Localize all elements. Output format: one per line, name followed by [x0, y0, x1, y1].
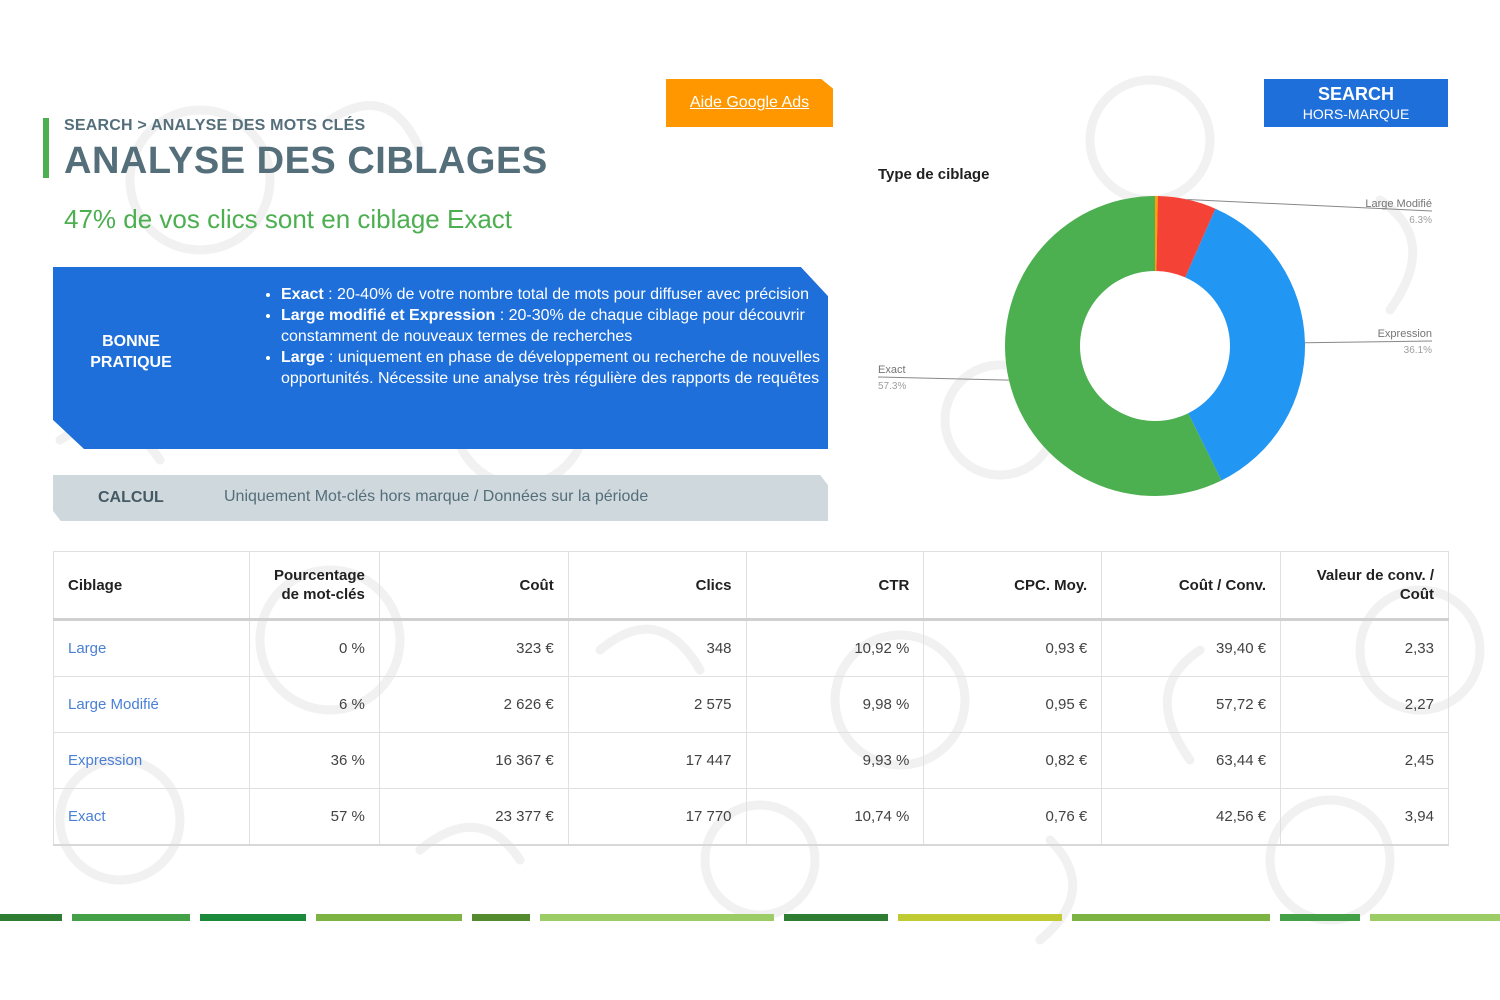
table-cell: 323 €	[378, 619, 569, 677]
table-cell: 57,72 €	[1101, 676, 1282, 733]
targeting-type-link[interactable]: Exact	[53, 788, 250, 846]
best-practice-item: Exact : 20-40% de votre nombre total de …	[281, 284, 828, 305]
pie-slice-large-modifie	[1156, 196, 1216, 278]
table-row: Large 0 % 323 €348 10,92 % 0,93 €39,40 €2,33	[53, 619, 1449, 677]
best-practice-list: Exact : 20-40% de votre nombre total de …	[243, 284, 828, 389]
table-cell: 42,56 €	[1101, 788, 1282, 846]
slice-label: Large Modifié	[1365, 198, 1432, 210]
table-cell: 0,95 €	[923, 676, 1103, 733]
slice-percent-label: 36.1%	[1404, 345, 1432, 356]
slice-leader-line	[877, 376, 1009, 381]
column-header: Valeur de conv. / Coût	[1280, 551, 1449, 620]
table-row: Expression 36 % 16 367 €17 447 9,93 % 0,82 €…	[53, 732, 1449, 789]
table-cell: 2,27	[1280, 676, 1449, 733]
table-cell: 10,92 %	[745, 619, 925, 677]
footer-stripe	[0, 914, 1500, 921]
table-cell: 17 447	[567, 732, 747, 789]
table-row: Large Modifié 6 % 2 626 €2 575 9,98 % 0,95 €…	[53, 676, 1449, 733]
table-cell: 0 %	[248, 619, 380, 677]
page-subtitle: 47% de vos clics sont en ciblage Exact	[64, 204, 513, 234]
table-cell: 2 626 €	[378, 676, 569, 733]
title-accent-bar	[43, 118, 49, 178]
slice-leader-line	[1187, 199, 1433, 212]
table-cell: 0,93 €	[923, 619, 1103, 677]
pie-slice-exact	[1005, 196, 1222, 496]
table-cell: 3,94	[1280, 788, 1449, 846]
table-cell: 348	[567, 619, 747, 677]
column-header: Ciblage	[53, 551, 250, 620]
chart-title: Type de ciblage	[878, 166, 990, 183]
column-header: CPC. Moy.	[923, 551, 1103, 620]
targeting-type-link[interactable]: Expression	[53, 732, 250, 789]
table-cell: 16 367 €	[378, 732, 569, 789]
table-cell: 57 %	[248, 788, 380, 846]
table-cell: 6 %	[248, 676, 380, 733]
badge-subtitle: HORS-MARQUE	[1302, 106, 1410, 122]
table-cell: 2 575	[567, 676, 747, 733]
table-cell: 10,74 %	[745, 788, 925, 846]
targeting-donut-chart: Large Modifié 6.3% Expression 36.1% Exact 57.…	[877, 196, 1433, 496]
slice-percent-label: 6.3%	[1409, 215, 1432, 226]
table-cell: 0,82 €	[923, 732, 1103, 789]
pie-slice-large	[1155, 196, 1158, 272]
table-cell: 2,33	[1280, 619, 1449, 677]
best-practice-item: Large : uniquement en phase de développe…	[281, 347, 828, 389]
google-ads-help-button[interactable]: Aide Google Ads	[666, 79, 833, 127]
page-title: ANALYSE DES CIBLAGES	[64, 140, 548, 182]
best-practice-panel: BONNE PRATIQUE Exact : 20-40% de votre n…	[53, 267, 828, 449]
slice-leader-line	[1304, 340, 1433, 344]
slice-label: Expression	[1378, 328, 1432, 340]
google-ads-help-link[interactable]: Aide Google Ads	[689, 94, 810, 111]
badge-title: SEARCH	[1317, 84, 1394, 104]
column-header: Coût	[378, 551, 569, 620]
calculation-text: Uniquement Mot-clés hors marque / Donnée…	[224, 488, 649, 505]
table-cell: 2,45	[1280, 732, 1449, 789]
table-header-row: Ciblage Pourcentage de mot-clés Coût Clics CT…	[53, 551, 1449, 620]
best-practice-item: Large modifié et Expression : 20-30% de …	[281, 305, 828, 347]
targeting-type-link[interactable]: Large	[53, 619, 250, 677]
table-cell: 23 377 €	[378, 788, 569, 846]
table-cell: 9,98 %	[745, 676, 925, 733]
breadcrumb: SEARCH > ANALYSE DES MOTS CLÉS	[64, 117, 366, 134]
column-header: CTR	[745, 551, 925, 620]
table-cell: 17 770	[567, 788, 747, 846]
column-header: Coût / Conv.	[1101, 551, 1282, 620]
table-cell: 9,93 %	[745, 732, 925, 789]
column-header: Clics	[567, 551, 747, 620]
best-practice-label: BONNE PRATIQUE	[90, 333, 172, 371]
table-cell: 36 %	[248, 732, 380, 789]
calculation-label: CALCUL	[98, 489, 164, 506]
slice-percent-label: 57.3%	[878, 381, 906, 392]
table-row: Exact 57 % 23 377 €17 770 10,74 % 0,76 €42,5…	[53, 788, 1449, 846]
column-header: Pourcentage de mot-clés	[248, 551, 380, 620]
search-segment-badge: SEARCH HORS-MARQUE	[1264, 79, 1448, 127]
slice-label: Exact	[878, 364, 906, 376]
table-cell: 0,76 €	[923, 788, 1103, 846]
table-cell: 63,44 €	[1101, 732, 1282, 789]
targeting-table: Ciblage Pourcentage de mot-clés Coût Clics CT…	[53, 551, 1449, 846]
table-cell: 39,40 €	[1101, 619, 1282, 677]
targeting-type-link[interactable]: Large Modifié	[53, 676, 250, 733]
pie-slice-expression	[1185, 208, 1305, 481]
calculation-note-panel: CALCUL Uniquement Mot-clés hors marque /…	[53, 475, 828, 521]
